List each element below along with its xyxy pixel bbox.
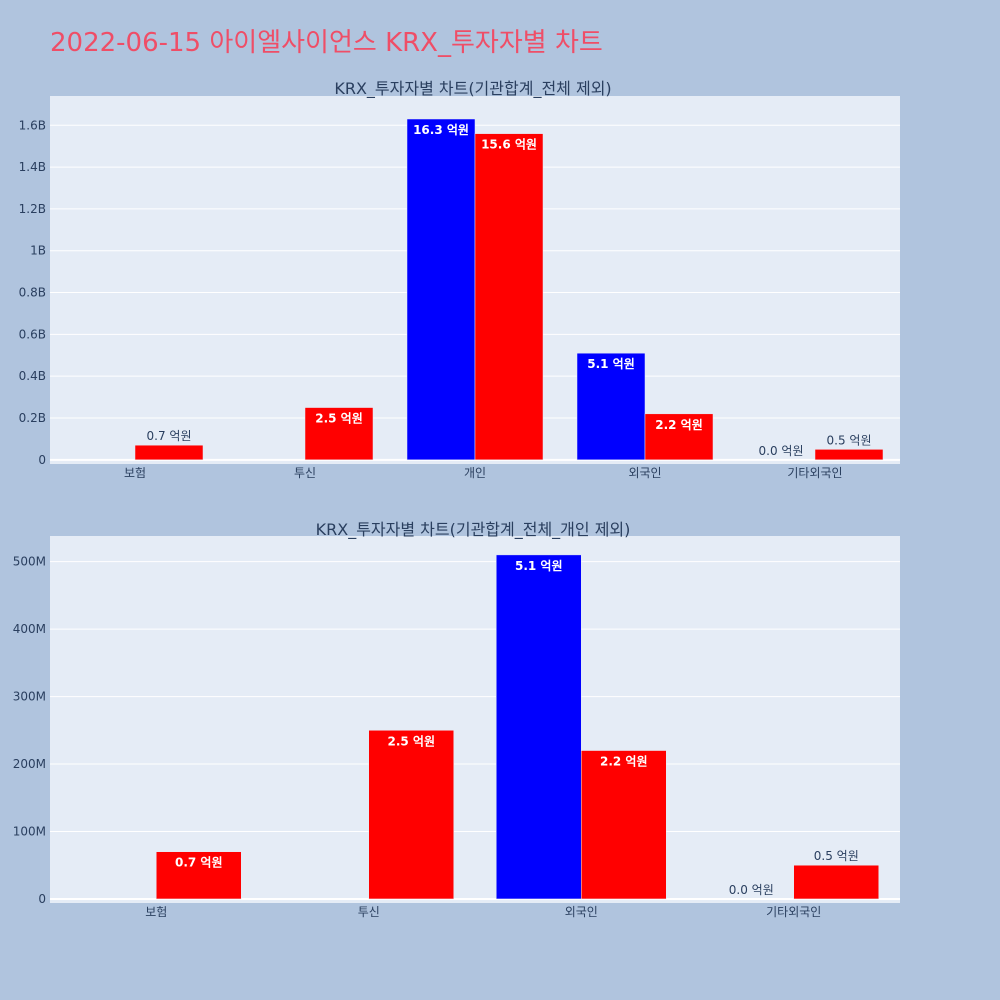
- chart-1-data-label: 16.3 억원: [413, 123, 469, 137]
- chart-1-x-tick-label: 기타외국인: [787, 466, 842, 480]
- chart-2-title: KRX_투자자별 차트(기관합계_전체_개인 제외): [316, 520, 631, 540]
- chart-1-bar: [304, 407, 374, 461]
- chart-1-y-tick-label: 0: [38, 453, 46, 467]
- chart-1-bar: [474, 133, 544, 461]
- chart-2-bar: [793, 864, 879, 900]
- chart-2-y-tick-label: 400M: [13, 622, 46, 636]
- chart-1-y-tick-label: 1B: [30, 244, 46, 258]
- chart-1-x-tick-label: 외국인: [628, 466, 661, 480]
- chart-1-x-tick-label: 보험: [124, 466, 146, 480]
- chart-1-data-label: 2.5 억원: [315, 412, 363, 426]
- page-title: 2022-06-15 아이엘사이언스 KRX_투자자별 차트: [50, 28, 603, 58]
- chart-1-bar: [644, 413, 714, 461]
- chart-2-x-tick-label: 외국인: [565, 905, 598, 919]
- chart-1-x-tick-label: 개인: [464, 466, 486, 480]
- chart-1-bar: [576, 352, 646, 461]
- chart-1-data-label: 15.6 억원: [481, 138, 537, 152]
- chart-2: KRX_투자자별 차트(기관합계_전체_개인 제외) 0 100M 200M 300M…: [13, 520, 900, 919]
- chart-2-data-label: 0.0 억원: [729, 883, 774, 897]
- chart-2-bar: [156, 851, 242, 900]
- chart-2-y-tick-label: 200M: [13, 757, 46, 771]
- chart-2-data-label: 0.7 억원: [175, 856, 223, 870]
- chart-2-data-label: 2.2 억원: [600, 755, 648, 769]
- chart-2-data-label: 2.5 억원: [387, 734, 435, 748]
- chart-1-y-tick-label: 0.4B: [19, 369, 46, 383]
- chart-2-bar: [368, 730, 454, 900]
- chart-1-data-label: 2.2 억원: [655, 418, 703, 432]
- chart-2-x-tick-label: 기타외국인: [766, 905, 821, 919]
- chart-1-y-tick-label: 0.8B: [19, 286, 46, 300]
- chart-1-data-label: 0.5 억원: [827, 433, 872, 447]
- chart-2-x-tick-label: 보험: [145, 905, 167, 919]
- chart-2-y-tick-label: 0: [38, 892, 46, 906]
- chart-2-x-tick-label: 투신: [358, 905, 380, 919]
- chart-1-x-tick-label: 투신: [294, 466, 316, 480]
- chart-1-data-label: 5.1 억원: [587, 357, 635, 371]
- chart-1: KRX_투자자별 차트(기관합계_전체 제외) 0 0.2B 0.4B 0.6B 0.8…: [19, 79, 900, 480]
- chart-2-y-tick-label: 100M: [13, 824, 46, 838]
- chart-1-data-label: 0.0 억원: [759, 444, 804, 458]
- chart-1-data-label: 0.7 억원: [147, 429, 192, 443]
- chart-2-y-tick-label: 300M: [13, 690, 46, 704]
- chart-1-y-tick-label: 1.2B: [19, 202, 46, 216]
- chart-1-y-tick-label: 1.4B: [19, 160, 46, 174]
- chart-2-plot-area: [50, 536, 900, 903]
- chart-1-bar: [406, 118, 476, 461]
- chart-1-title: KRX_투자자별 차트(기관합계_전체 제외): [334, 79, 611, 99]
- chart-2-data-label: 0.5 억원: [814, 849, 859, 863]
- chart-2-data-label: 5.1 억원: [515, 559, 563, 573]
- chart-2-bar: [581, 750, 667, 900]
- chart-1-y-tick-label: 0.6B: [19, 327, 46, 341]
- chart-1-y-tick-label: 0.2B: [19, 411, 46, 425]
- chart-1-bar: [814, 449, 884, 461]
- chart-1-bar: [134, 444, 204, 461]
- chart-1-y-tick-label: 1.6B: [19, 118, 46, 132]
- chart-2-y-tick-label: 500M: [13, 555, 46, 569]
- chart-2-bar: [496, 554, 582, 900]
